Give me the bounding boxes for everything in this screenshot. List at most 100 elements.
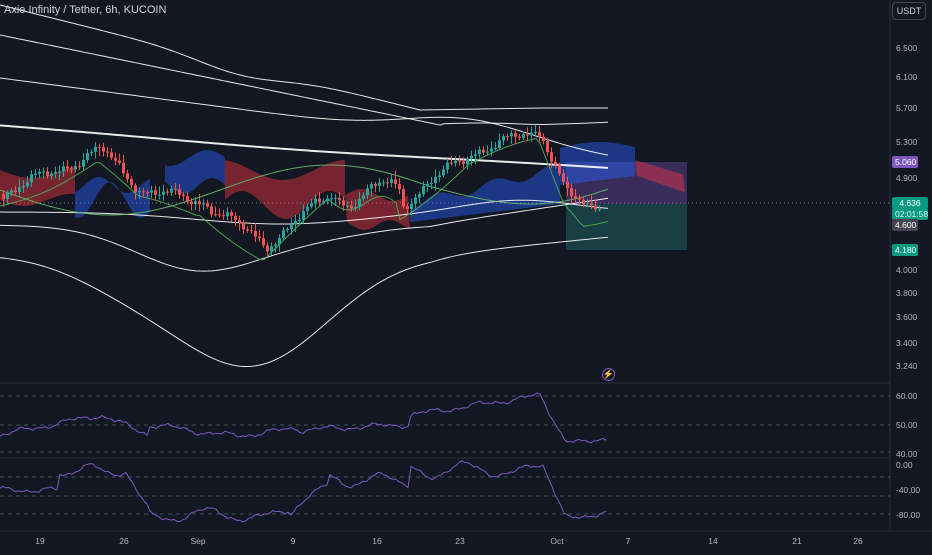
stop-price-tag: 4.180 bbox=[892, 244, 918, 256]
candle bbox=[394, 170, 397, 189]
time-tick-label: Sep bbox=[190, 536, 205, 546]
candle bbox=[422, 181, 425, 197]
candle bbox=[370, 181, 373, 197]
candle bbox=[190, 198, 193, 211]
time-tick-label: Oct bbox=[550, 536, 564, 546]
candle bbox=[486, 145, 489, 155]
candle bbox=[262, 231, 265, 248]
currency-button[interactable]: USDT bbox=[892, 2, 926, 20]
time-tick-label: 26 bbox=[853, 536, 863, 546]
candle bbox=[598, 205, 601, 212]
candle bbox=[118, 153, 121, 166]
rsi-tick-label: 50.00 bbox=[896, 420, 918, 430]
candle bbox=[182, 192, 185, 201]
moving-average-slow bbox=[0, 164, 609, 216]
candle bbox=[234, 212, 237, 227]
candle bbox=[110, 147, 113, 160]
candle bbox=[350, 200, 353, 212]
cloud-bullish bbox=[560, 142, 635, 185]
symbol-title[interactable]: Axie Infinity / Tether, 6h, KUCOIN bbox=[4, 4, 167, 16]
candle bbox=[214, 206, 217, 217]
upper-band-2 bbox=[0, 34, 609, 126]
candle bbox=[154, 185, 157, 201]
candle bbox=[186, 191, 189, 204]
candle bbox=[462, 157, 465, 169]
candle bbox=[382, 179, 385, 187]
candle bbox=[270, 242, 273, 256]
time-tick-label: 9 bbox=[291, 536, 296, 546]
upper-band-3 bbox=[0, 4, 608, 111]
candle bbox=[302, 204, 305, 225]
candle bbox=[546, 137, 549, 156]
last-price-tag: 4.636 bbox=[892, 197, 928, 209]
candle bbox=[10, 188, 13, 197]
time-tick-label: 23 bbox=[455, 536, 465, 546]
candle bbox=[490, 141, 493, 157]
candle bbox=[230, 209, 233, 223]
candle bbox=[586, 198, 589, 207]
time-tick-label: 16 bbox=[372, 536, 382, 546]
candle bbox=[130, 176, 133, 189]
cloud-bullish bbox=[410, 164, 560, 222]
candle bbox=[450, 155, 453, 166]
candle bbox=[22, 179, 25, 193]
rsi-tick-label: 40.00 bbox=[896, 449, 918, 459]
candle bbox=[434, 169, 437, 191]
rsi-tick-label: 60.00 bbox=[896, 391, 918, 401]
price-tick-label: 4.000 bbox=[896, 265, 918, 275]
candle bbox=[398, 178, 401, 195]
candle bbox=[90, 149, 93, 157]
candle bbox=[170, 185, 173, 196]
candle bbox=[430, 177, 433, 190]
candle bbox=[202, 199, 205, 211]
candle bbox=[326, 195, 329, 205]
candle bbox=[310, 199, 313, 209]
candle bbox=[478, 146, 481, 158]
candle bbox=[274, 242, 277, 253]
lower-band-3 bbox=[0, 236, 609, 368]
time-tick-label: 21 bbox=[792, 536, 802, 546]
candle bbox=[342, 196, 345, 211]
candle bbox=[198, 193, 201, 212]
candle bbox=[174, 183, 177, 195]
lower-band-2 bbox=[0, 197, 609, 272]
candle bbox=[222, 209, 225, 220]
candle bbox=[378, 178, 381, 192]
candle bbox=[550, 147, 553, 169]
target-zone bbox=[566, 162, 687, 204]
cloud-bullish bbox=[75, 177, 150, 218]
candle bbox=[246, 226, 249, 233]
candle bbox=[426, 180, 429, 192]
candle bbox=[58, 165, 61, 181]
willr-tick-label: 0.00 bbox=[896, 460, 913, 470]
candle bbox=[194, 196, 197, 211]
candle bbox=[474, 149, 477, 165]
candle bbox=[126, 169, 129, 183]
candle bbox=[2, 190, 5, 207]
candle bbox=[522, 131, 525, 140]
candle bbox=[6, 190, 9, 205]
candle bbox=[458, 155, 461, 166]
candle bbox=[206, 200, 209, 209]
candle bbox=[62, 161, 65, 178]
candle bbox=[514, 130, 517, 144]
candle bbox=[78, 161, 81, 171]
lightning-icon[interactable]: ⚡ bbox=[602, 368, 615, 381]
candle bbox=[518, 134, 521, 141]
candle bbox=[178, 183, 181, 199]
candle bbox=[314, 193, 317, 209]
candle bbox=[290, 217, 293, 235]
candle bbox=[306, 203, 309, 215]
candle bbox=[278, 234, 281, 252]
candle bbox=[318, 192, 321, 206]
candle bbox=[74, 160, 77, 173]
cloud-bearish bbox=[345, 189, 410, 230]
candle bbox=[334, 194, 337, 207]
candle bbox=[402, 185, 405, 209]
cloud-bearish bbox=[225, 160, 345, 219]
candle bbox=[374, 181, 377, 193]
stop-zone bbox=[566, 204, 687, 250]
candle bbox=[14, 186, 17, 196]
